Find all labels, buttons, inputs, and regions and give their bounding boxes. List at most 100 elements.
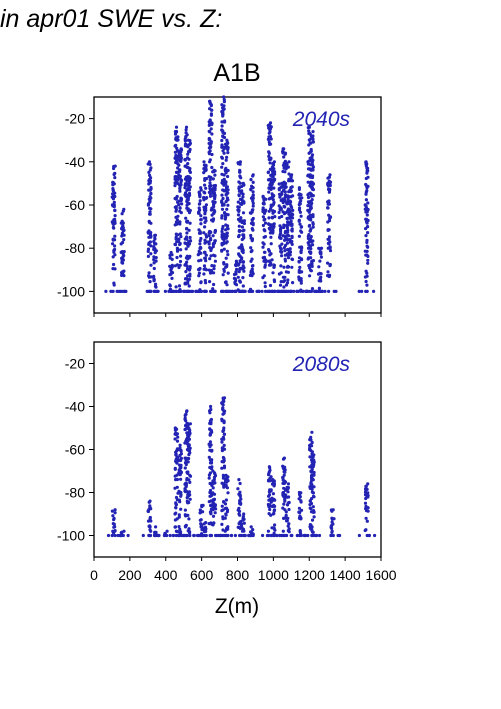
data-point	[111, 187, 115, 191]
data-point	[241, 195, 245, 199]
data-point	[179, 150, 183, 154]
data-point	[148, 517, 152, 521]
data-point	[310, 287, 315, 291]
data-point	[280, 250, 284, 254]
data-point	[268, 142, 272, 146]
data-point	[208, 490, 212, 495]
data-point	[238, 490, 242, 494]
data-point	[173, 156, 177, 160]
data-point	[307, 264, 311, 268]
data-point	[178, 259, 183, 264]
data-point	[178, 453, 182, 458]
data-point	[176, 233, 180, 237]
data-point	[326, 270, 330, 274]
data-point	[299, 229, 303, 233]
data-point	[328, 180, 333, 184]
data-point	[271, 202, 276, 206]
data-point	[267, 289, 271, 293]
data-point	[327, 219, 332, 223]
data-point	[152, 239, 156, 244]
data-point	[272, 278, 276, 282]
data-point	[113, 511, 117, 515]
data-point	[204, 533, 208, 538]
data-point	[366, 184, 370, 188]
data-point	[204, 259, 208, 263]
data-point	[281, 457, 286, 461]
data-point	[175, 255, 179, 260]
data-point	[178, 220, 182, 224]
data-point	[332, 289, 336, 293]
data-point	[269, 242, 273, 246]
data-point	[220, 229, 224, 234]
data-point	[310, 180, 314, 184]
data-point	[198, 231, 203, 235]
data-point	[202, 272, 206, 276]
data-point	[318, 247, 322, 251]
data-point	[213, 289, 217, 293]
data-point	[185, 231, 189, 235]
data-point	[289, 289, 293, 293]
data-point	[204, 281, 208, 285]
data-point	[272, 479, 276, 483]
data-point	[297, 260, 301, 264]
data-point	[295, 289, 299, 293]
data-point	[209, 175, 213, 179]
x-tick-label: 1000	[258, 567, 289, 583]
data-point	[223, 214, 227, 218]
data-point	[284, 513, 288, 517]
data-point	[204, 219, 208, 223]
data-point	[272, 186, 276, 190]
data-point	[287, 530, 291, 534]
data-point	[312, 461, 316, 465]
data-point	[221, 406, 225, 410]
data-point	[319, 255, 323, 259]
data-point	[286, 256, 291, 260]
data-point	[149, 252, 153, 256]
data-point	[239, 501, 243, 505]
data-point	[221, 114, 225, 118]
data-point	[251, 204, 255, 208]
data-point	[204, 233, 208, 237]
data-point	[113, 244, 117, 248]
x-tick-label: 600	[190, 567, 214, 583]
data-point	[113, 217, 117, 221]
data-point	[326, 228, 330, 232]
data-point	[180, 202, 184, 206]
data-point	[222, 107, 226, 111]
data-point	[310, 137, 315, 141]
data-point	[267, 216, 271, 220]
data-point	[197, 210, 201, 214]
data-point	[282, 155, 286, 159]
data-point	[271, 526, 275, 530]
data-point	[149, 185, 153, 190]
data-point	[153, 533, 157, 538]
data-point	[329, 508, 333, 512]
data-point	[267, 131, 271, 135]
data-point	[177, 158, 181, 162]
data-point	[173, 243, 178, 247]
data-point	[230, 289, 234, 293]
data-point	[186, 433, 190, 437]
data-point	[152, 266, 156, 271]
data-point	[297, 256, 302, 260]
data-point	[267, 135, 271, 139]
data-point	[174, 450, 178, 454]
data-point	[287, 500, 291, 505]
data-point	[175, 439, 180, 443]
data-point	[175, 477, 179, 482]
data-point	[286, 524, 290, 528]
data-point	[266, 479, 271, 483]
data-point	[186, 424, 190, 428]
data-point	[263, 221, 268, 225]
data-point	[187, 517, 191, 521]
data-point	[364, 279, 368, 284]
data-point	[236, 161, 240, 165]
data-point	[285, 252, 289, 256]
data-point	[261, 209, 265, 214]
data-point	[267, 209, 271, 213]
data-point	[173, 437, 177, 441]
data-point	[223, 502, 228, 506]
data-point	[286, 165, 290, 169]
data-point	[112, 172, 116, 177]
data-point	[226, 475, 230, 479]
